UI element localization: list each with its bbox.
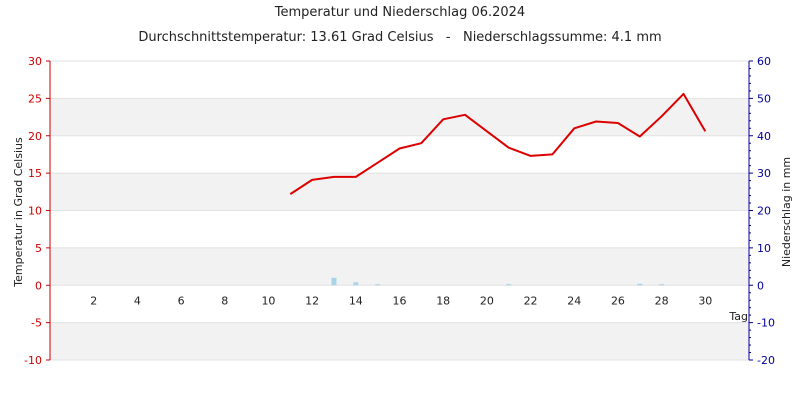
grid-band [50,173,749,211]
precipitation-bar [659,284,665,286]
grid-band [50,135,749,174]
x-tick-label: 14 [349,294,363,307]
x-tick-label: 20 [480,294,494,307]
y-tick-label-left: -10 [24,354,42,367]
precipitation-bar [637,283,643,286]
precipitation-bars [331,277,665,286]
grid-band [50,285,749,323]
y-tick-label-right: 0 [757,279,764,292]
x-tick-label: 2 [90,294,97,307]
y-tick-label-right: 50 [757,92,771,105]
y-tick-label-left: 20 [28,130,42,143]
x-tick-label: 22 [524,294,538,307]
x-tick-label: 6 [178,294,185,307]
x-tick-label: 12 [305,294,319,307]
y-tick-label-left: 25 [28,92,42,105]
chart-subtitle: Durchschnittstemperatur: 13.61 Grad Cels… [138,30,661,45]
y-tick-label-right: 20 [757,205,771,218]
precipitation-bar [353,282,359,286]
x-tick-label: 24 [567,294,581,307]
x-tick-label: 4 [134,294,141,307]
y-tick-label-right: 30 [757,167,771,180]
y-tick-label-right: 60 [757,55,771,68]
grid-band [50,322,749,360]
y-tick-label-left: -5 [31,317,42,330]
y-tick-label-left: 30 [28,55,42,68]
grid-band [50,61,749,99]
x-axis-label: Tag [728,310,748,323]
x-tick-label: 30 [698,294,712,307]
grid-band [50,247,749,286]
y-tick-label-right: -10 [757,317,775,330]
grid-band [50,210,749,248]
x-tick-label: 28 [655,294,669,307]
y-tick-label-right: 40 [757,130,771,143]
x-tick-label: 10 [261,294,275,307]
x-tick-label: 8 [221,294,228,307]
precipitation-bar [375,284,381,286]
y-tick-label-left: 15 [28,167,42,180]
y-axis-label-right: Niederschlag in mm [780,157,793,267]
y-tick-label-left: 0 [35,279,42,292]
precipitation-bar [331,277,337,286]
y-tick-label-right: 10 [757,242,771,255]
x-tick-label: 26 [611,294,625,307]
y-axis-label-left: Temperatur in Grad Celsius [12,137,25,288]
temperature-line [289,92,707,195]
y-tick-label-left: 10 [28,205,42,218]
y-tick-label-left: 5 [35,242,42,255]
y-tick-label-right: -20 [757,354,775,367]
x-tick-label: 16 [393,294,407,307]
precipitation-bar [506,284,512,286]
gridlines [50,60,749,361]
background-bands [50,61,749,360]
x-tick-label: 18 [436,294,450,307]
chart-title: Temperatur und Niederschlag 06.2024 [274,5,525,20]
grid-band [50,98,749,136]
